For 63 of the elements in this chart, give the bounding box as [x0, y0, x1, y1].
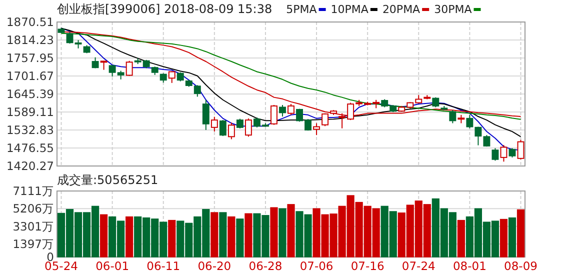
y-tick-label: 1814.23 [6, 33, 54, 47]
candlestick [492, 148, 499, 162]
candlestick [279, 104, 286, 118]
x-tick-label: 07-06 [300, 259, 334, 273]
bar [236, 218, 244, 258]
legend-label: 30PMA [434, 3, 472, 16]
legend-label: 20PMA [382, 3, 421, 16]
candlestick [210, 116, 218, 132]
y-tick-label: 1870.51 [6, 15, 54, 29]
bar [278, 208, 286, 258]
candlestick [449, 110, 456, 124]
x-tick-label: 08-01 [452, 259, 486, 273]
candlestick [160, 72, 167, 84]
candlestick [432, 96, 440, 108]
candlestick [500, 144, 508, 162]
bar [210, 212, 218, 258]
bar [168, 220, 176, 258]
candlestick [466, 114, 474, 129]
bar [100, 214, 108, 258]
chart-title: 成交量:50565251 [57, 173, 158, 187]
y-tick-label: 1645.39 [6, 87, 54, 101]
y-tick-label: 3301万 [12, 219, 54, 234]
candlestick [202, 99, 210, 130]
chart-title: 创业板指[399006] 2018-08-09 15:38 [57, 2, 272, 16]
y-tick-label: 5206万 [12, 202, 54, 216]
x-tick-label: 06-11 [146, 259, 180, 273]
y-tick-label: 1476.55 [6, 141, 54, 155]
candlestick [228, 122, 235, 140]
y-tick-label: 1420.27 [6, 159, 54, 173]
candlestick [508, 148, 516, 158]
y-tick-label: 1589.11 [6, 105, 54, 119]
x-tick-label: 06-28 [248, 259, 282, 273]
candlestick [219, 120, 226, 137]
candlestick [236, 118, 244, 129]
candlestick [168, 70, 176, 84]
bar [287, 204, 295, 258]
x-tick-label: 06-20 [198, 259, 232, 273]
legend-label: 10PMA [330, 3, 369, 16]
bar [457, 220, 465, 258]
legend-label: 5PMA [286, 3, 318, 16]
candlestick [244, 118, 252, 138]
y-tick-label: 1532.83 [6, 123, 54, 137]
x-tick-label: 08-09 [504, 259, 538, 273]
bar [219, 212, 227, 258]
y-tick-label: 7111万 [12, 184, 54, 198]
y-tick-label: 1701.67 [6, 69, 54, 83]
y-tick-label: 1757.95 [6, 51, 54, 65]
x-tick-label: 07-16 [350, 259, 384, 273]
bar [500, 218, 508, 258]
candlestick [270, 104, 278, 126]
x-tick-label: 07-24 [402, 259, 436, 273]
candlestick [126, 60, 133, 76]
bar [228, 216, 236, 258]
candlestick [313, 122, 320, 136]
bar [508, 217, 516, 258]
bar [270, 207, 278, 258]
bar [516, 209, 525, 258]
x-tick-label: 06-01 [96, 259, 130, 273]
bar [244, 213, 252, 258]
bar [126, 216, 134, 258]
y-tick-label: 1397万 [12, 237, 54, 252]
candlestick [517, 139, 524, 160]
candlestick [66, 32, 74, 44]
